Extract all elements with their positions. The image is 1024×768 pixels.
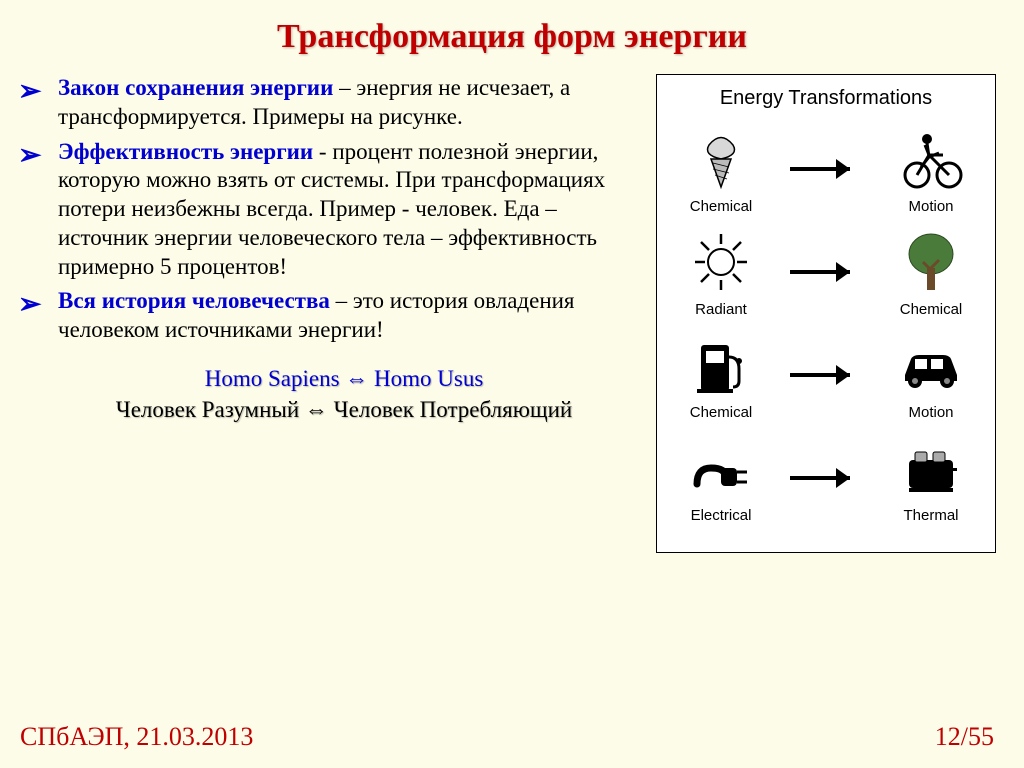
bullet-arrow-icon: ➢ (18, 287, 41, 322)
arrow-icon (786, 361, 866, 389)
diagram-to-cell: Thermal (881, 431, 981, 524)
diagram-title: Energy Transformations (667, 87, 985, 110)
diagram-to-cell: Motion (881, 122, 981, 215)
arrow-icon (786, 464, 866, 492)
sun-icon (671, 225, 771, 297)
content-area: ➢ Закон сохранения энергии – энергия не … (0, 56, 1024, 553)
diagram-to-cell: Chemical (881, 225, 981, 318)
diagram-row: Electrical Thermal (667, 431, 985, 524)
bullet-3-lead: Вся история человечества (58, 288, 330, 313)
tree-icon (881, 225, 981, 297)
diagram-from-label: Electrical (671, 507, 771, 524)
diagram-from-cell: Chemical (671, 328, 771, 421)
bullet-2: ➢ Эффективность энергии - процент полезн… (52, 138, 636, 282)
diagram-to-label: Motion (881, 404, 981, 421)
diagram-rows: Chemical Motion Radiant Chemical (667, 122, 985, 524)
diagram-to-label: Motion (881, 198, 981, 215)
species-rus: Человек Разумный ⇔ Человек Потребляющий (52, 394, 636, 425)
cyclist-icon (881, 122, 981, 194)
diagram-to-label: Chemical (881, 301, 981, 318)
diagram-from-cell: Radiant (671, 225, 771, 318)
diagram-row: Radiant Chemical (667, 225, 985, 318)
bullet-arrow-icon: ➢ (18, 74, 41, 109)
gaspump-icon (671, 328, 771, 400)
toaster-icon (881, 431, 981, 503)
arrow-icon (786, 258, 866, 286)
species-block: Homo Sapiens ⇔ Homo Usus Человек Разумны… (52, 363, 636, 425)
text-column: ➢ Закон сохранения энергии – энергия не … (52, 74, 636, 553)
page-title: Трансформация форм энергии (0, 0, 1024, 56)
energy-diagram: Energy Transformations Chemical Motion R… (656, 74, 996, 553)
icecream-icon (671, 122, 771, 194)
bullet-2-lead: Эффективность энергии (58, 139, 319, 164)
footer-page-number: 12/55 (935, 722, 994, 752)
diagram-to-cell: Motion (881, 328, 981, 421)
bullet-arrow-icon: ➢ (18, 138, 41, 173)
diagram-from-cell: Chemical (671, 122, 771, 215)
diagram-from-label: Radiant (671, 301, 771, 318)
diagram-from-label: Chemical (671, 404, 771, 421)
bullet-1: ➢ Закон сохранения энергии – энергия не … (52, 74, 636, 132)
footer-source: СПбАЭП, 21.03.2013 (20, 722, 253, 752)
species-latin: Homo Sapiens ⇔ Homo Usus (52, 363, 636, 394)
bullet-1-lead: Закон сохранения энергии (58, 75, 333, 100)
plug-icon (671, 431, 771, 503)
diagram-from-cell: Electrical (671, 431, 771, 524)
diagram-row: Chemical Motion (667, 328, 985, 421)
arrow-icon (786, 155, 866, 183)
diagram-from-label: Chemical (671, 198, 771, 215)
car-icon (881, 328, 981, 400)
diagram-to-label: Thermal (881, 507, 981, 524)
bullet-3: ➢ Вся история человечества – это история… (52, 287, 636, 345)
diagram-row: Chemical Motion (667, 122, 985, 215)
